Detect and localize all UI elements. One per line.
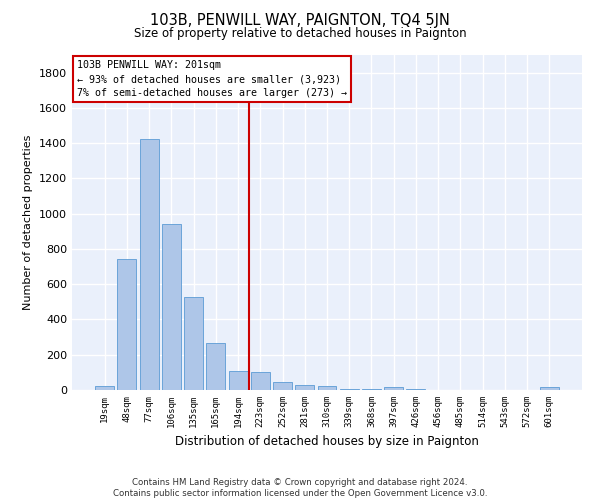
Text: 103B, PENWILL WAY, PAIGNTON, TQ4 5JN: 103B, PENWILL WAY, PAIGNTON, TQ4 5JN <box>150 12 450 28</box>
Bar <box>340 389 359 390</box>
Bar <box>273 382 292 390</box>
Text: 103B PENWILL WAY: 201sqm
← 93% of detached houses are smaller (3,923)
7% of semi: 103B PENWILL WAY: 201sqm ← 93% of detach… <box>77 60 347 98</box>
Text: Size of property relative to detached houses in Paignton: Size of property relative to detached ho… <box>134 28 466 40</box>
Bar <box>384 388 403 390</box>
X-axis label: Distribution of detached houses by size in Paignton: Distribution of detached houses by size … <box>175 436 479 448</box>
Bar <box>295 384 314 390</box>
Bar <box>317 386 337 390</box>
Bar <box>540 388 559 390</box>
Bar <box>229 372 248 390</box>
Bar <box>184 296 203 390</box>
Bar <box>206 344 225 390</box>
Bar <box>162 224 181 390</box>
Y-axis label: Number of detached properties: Number of detached properties <box>23 135 34 310</box>
Bar <box>140 138 158 390</box>
Bar <box>118 258 136 390</box>
Text: Contains HM Land Registry data © Crown copyright and database right 2024.
Contai: Contains HM Land Registry data © Crown c… <box>113 478 487 498</box>
Bar <box>95 386 114 390</box>
Bar <box>251 372 270 390</box>
Bar <box>406 389 425 390</box>
Bar <box>362 389 381 390</box>
